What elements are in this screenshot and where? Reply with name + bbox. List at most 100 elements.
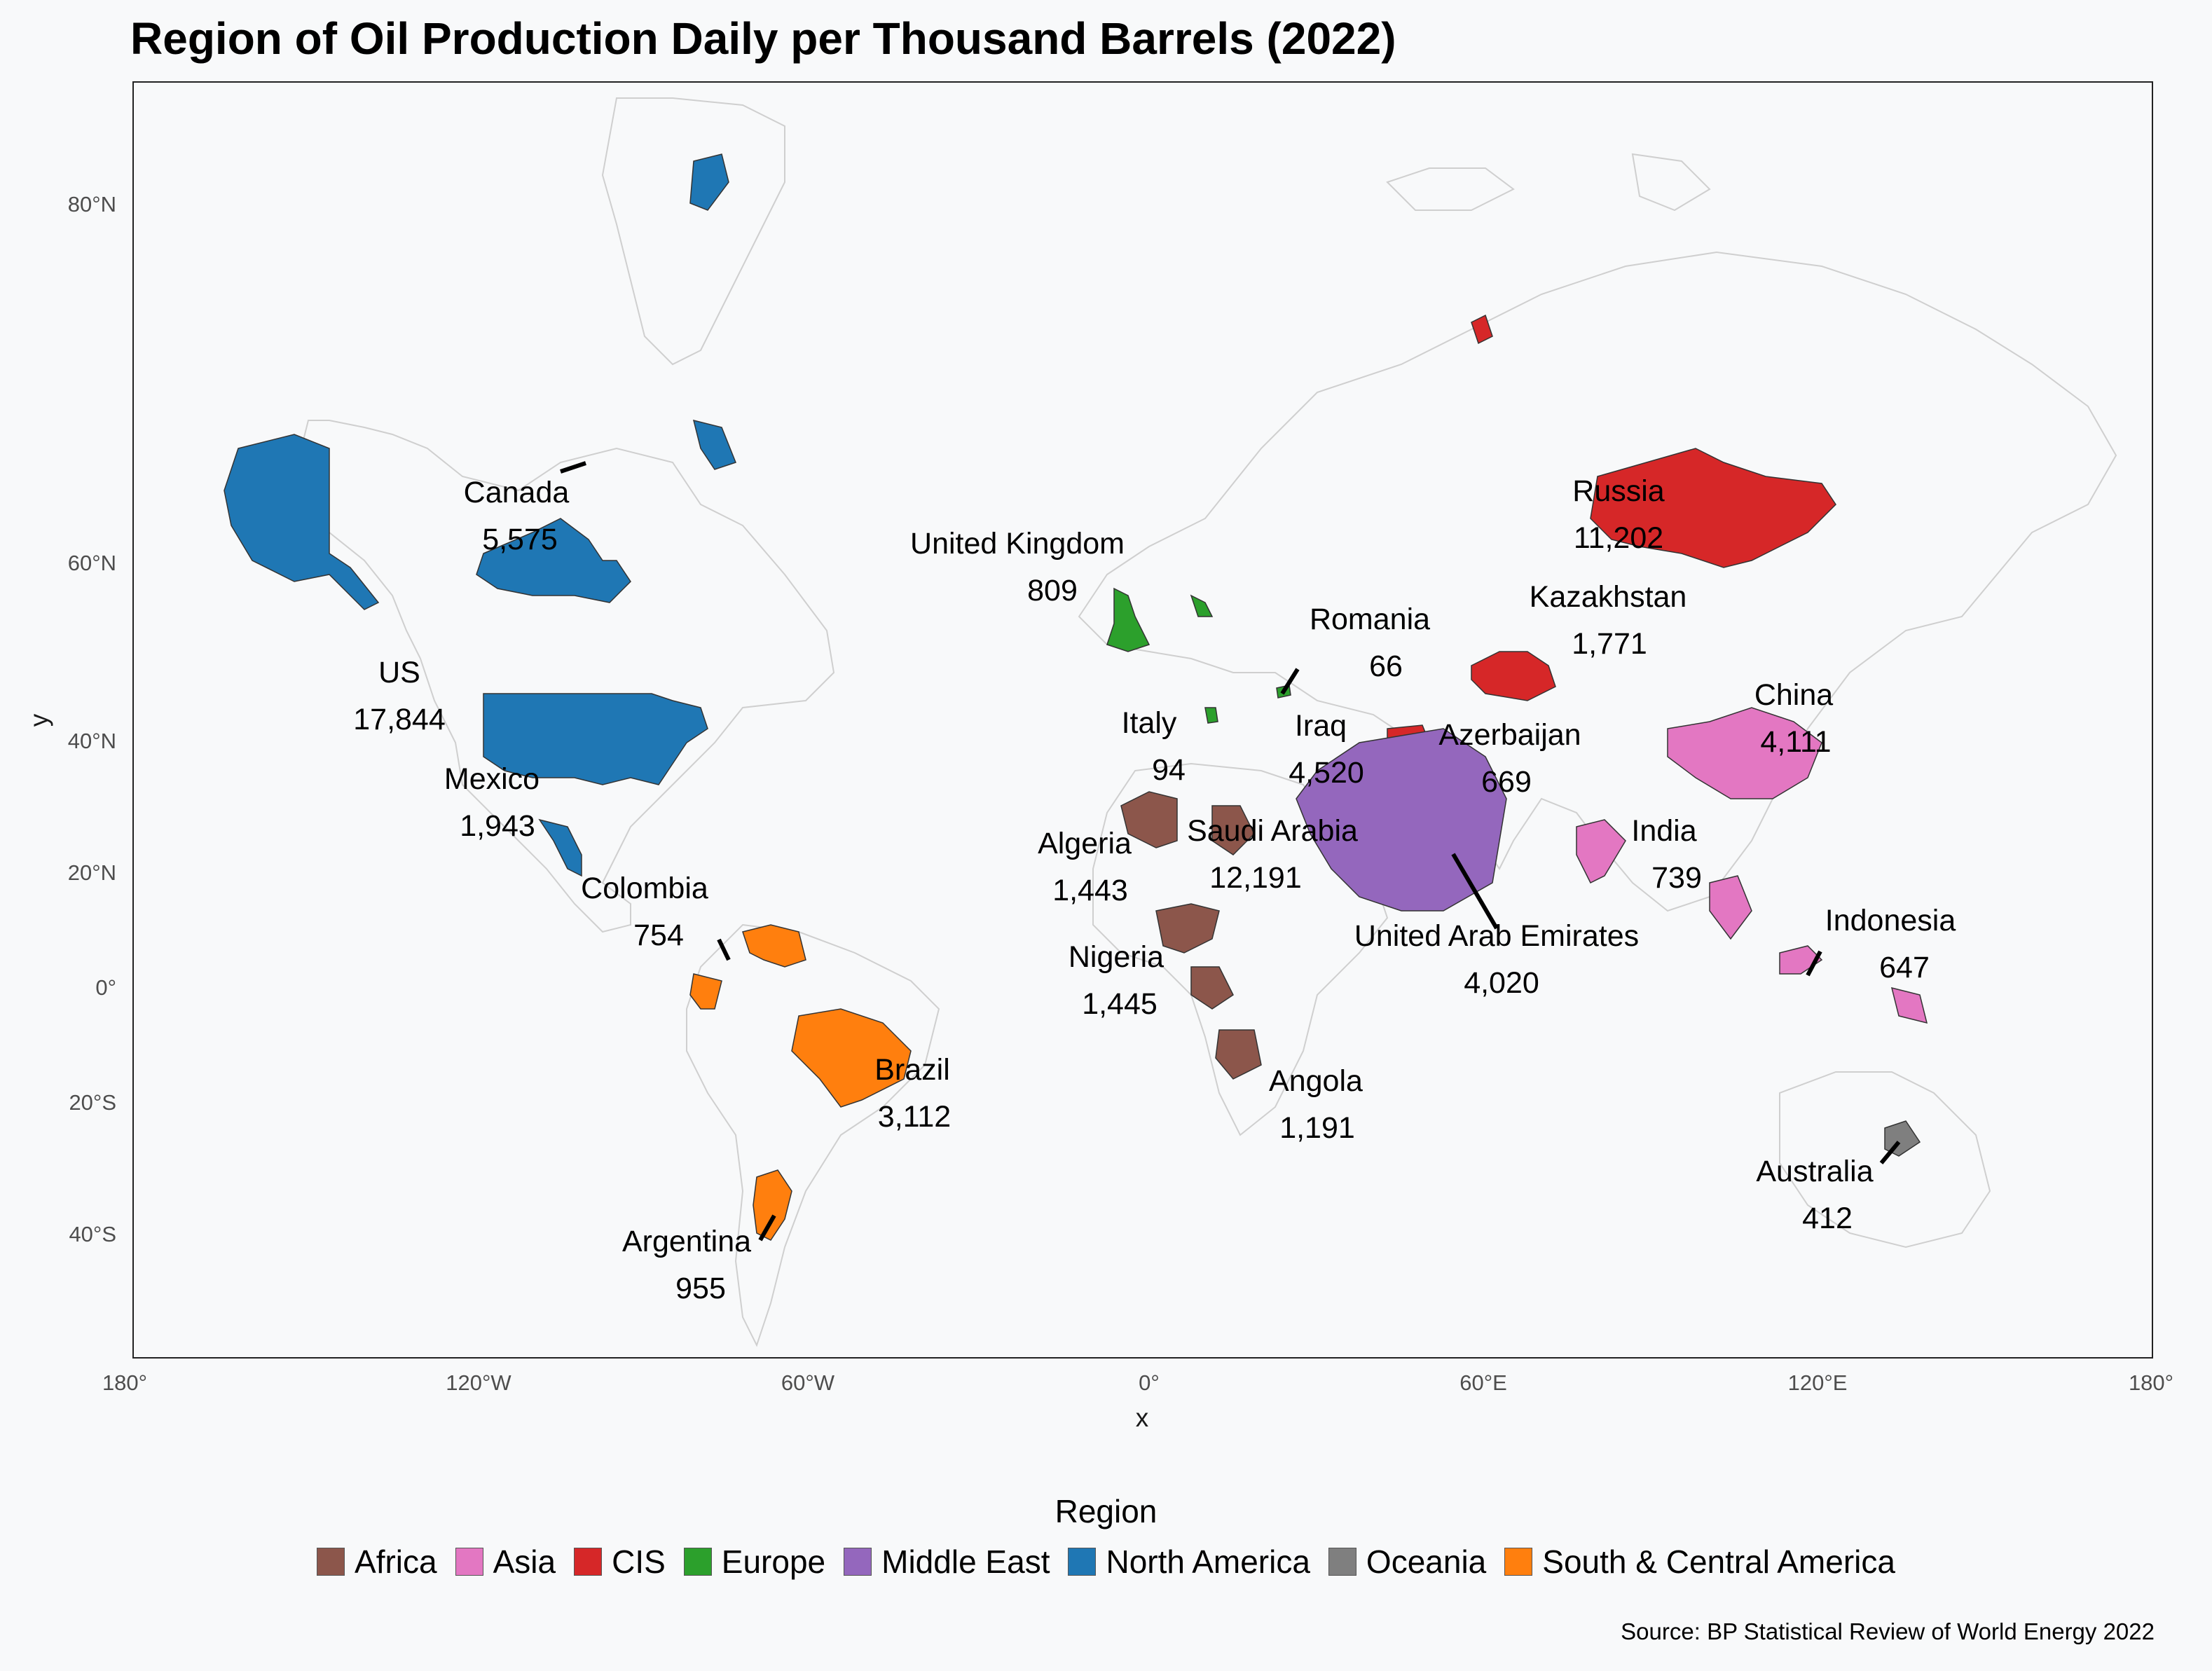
x-axis: 180° 120°W 60°W 0° 60°E 120°E 180° x [102,1370,2173,1432]
land-north-america-outline [293,420,835,933]
label-kazakhstan-value: 1,771 [1572,627,1647,661]
x-axis-title: x [1136,1403,1149,1432]
shape-brazil [791,1008,912,1108]
legend-label: Middle East [881,1543,1050,1580]
y-tick-label: 60°N [68,551,116,575]
x-tick-label: 180° [2129,1370,2173,1395]
label-indonesia-name: Indonesia [1825,904,1956,937]
x-tick-label: 120°E [1788,1370,1848,1395]
shape-se-asia [1709,875,1752,940]
chart-title: Region of Oil Production Daily per Thous… [130,13,1396,64]
shape-canada [476,518,631,603]
label-iraq-value: 4,520 [1289,756,1364,790]
legend-item-europe: Europe [683,1543,825,1581]
country-labels: Canada 5,575 US 17,844 Mexico 1,943 Colo… [353,474,1956,1305]
label-australia-name: Australia [1756,1155,1873,1188]
map-panel [132,81,2153,1359]
label-italy-value: 94 [1152,753,1186,787]
land-eurasia-outline [1078,251,2117,912]
label-kazakhstan-name: Kazakhstan [1530,580,1687,614]
y-tick-label: 40°N [68,729,116,753]
shape-china [1667,707,1822,799]
label-india-name: India [1631,814,1696,848]
x-tick-label: 0° [1139,1370,1160,1395]
label-nigeria-name: Nigeria [1069,940,1164,974]
label-mexico-value: 1,943 [460,809,535,843]
label-nigeria-value: 1,445 [1082,987,1157,1021]
leader-uae [1451,853,1499,930]
label-argentina-name: Argentina [622,1225,751,1258]
y-tick-label: 20°N [68,860,116,885]
shape-canada-arctic-2 [692,419,736,470]
map-chart: Canada 5,575 US 17,844 Mexico 1,943 Colo… [25,81,2173,1432]
label-romania-value: 66 [1369,649,1403,683]
shape-italy [1204,707,1218,724]
shape-norway-area [1190,594,1214,617]
label-us-name: US [378,656,420,689]
x-tick-label: 180° [102,1370,147,1395]
label-saudi-arabia-name: Saudi Arabia [1187,814,1358,848]
label-iraq-name: Iraq [1295,709,1347,743]
label-australia-value: 412 [1802,1202,1853,1235]
leader-romania [1280,668,1300,695]
legend-swatch-cis [574,1548,603,1576]
x-tick-label: 60°E [1459,1370,1507,1395]
y-tick-label: 20°S [69,1090,116,1115]
legend-items: Africa Asia CIS Europe Middle East North… [0,1543,2212,1581]
shape-russia-arctic [1471,314,1493,345]
label-russia-value: 11,202 [1574,521,1663,555]
legend-label: South & Central America [1542,1543,1895,1580]
y-axis-title: y [25,713,53,727]
legend-swatch-asia [455,1548,483,1576]
leader-argentina [758,1214,776,1242]
land-arctic-islands-outline [1386,153,1711,212]
label-colombia-value: 754 [633,919,684,952]
leader-canada [560,461,586,474]
legend-swatch-africa [317,1548,345,1576]
x-tick-label: 60°W [781,1370,835,1395]
label-azerbaijan-name: Azerbaijan [1438,718,1581,752]
shape-middle-east [1296,728,1507,912]
label-uk-value: 809 [1027,574,1078,607]
label-algeria-value: 1,443 [1052,874,1128,907]
leader-colombia [717,938,731,961]
shape-gabon-congo [1190,966,1234,1010]
label-uk-name: United Kingdom [910,527,1125,561]
x-tick-label: 120°W [446,1370,511,1395]
base-land [293,97,2117,1347]
legend: Region Africa Asia CIS Europe Middle Eas… [0,1492,2212,1581]
legend-item-south-central-america: South & Central America [1504,1543,1895,1581]
shape-angola [1215,1029,1262,1080]
leader-australia [1879,1141,1901,1164]
label-india-value: 739 [1651,861,1702,895]
legend-item-africa: Africa [317,1543,437,1581]
label-uae-value: 4,020 [1464,966,1539,1000]
source-caption: Source: BP Statistical Review of World E… [1621,1618,2155,1644]
legend-label: North America [1106,1543,1310,1580]
legend-item-middle-east: Middle East [844,1543,1050,1581]
shape-mexico [538,818,582,877]
legend-swatch-north-america [1068,1548,1097,1576]
label-canada-name: Canada [464,476,570,509]
label-romania-name: Romania [1310,603,1430,636]
label-algeria-name: Algeria [1038,827,1132,860]
shape-ecuador-peru [689,973,722,1010]
leader-lines [560,461,1901,1242]
shape-russia [1590,448,1836,568]
land-south-america-outline [686,923,940,1347]
label-indonesia-value: 647 [1879,951,1930,984]
producer-shapes [224,153,1928,1241]
shape-nigeria [1155,903,1220,954]
shape-egypt-sudan [1211,805,1255,855]
legend-title: Region [1055,1493,1157,1529]
shape-united-kingdom [1106,587,1150,652]
shape-india [1576,819,1626,884]
legend-label: Africa [355,1543,437,1580]
shape-png-area [1890,986,1928,1024]
shape-us-alaska [224,434,380,610]
legend-swatch-oceania [1328,1548,1356,1576]
label-angola-name: Angola [1269,1064,1363,1098]
legend-swatch-middle-east [844,1548,872,1576]
label-argentina-value: 955 [675,1272,726,1305]
legend-label: CIS [612,1543,666,1580]
